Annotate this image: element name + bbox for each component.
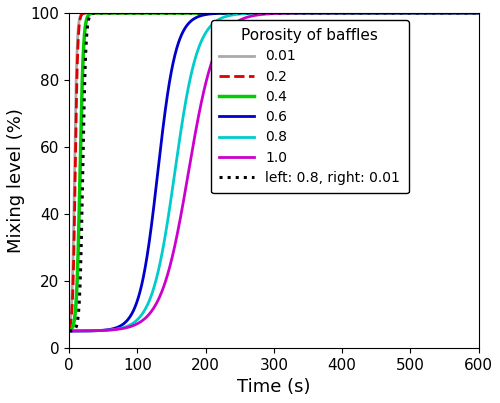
left: 0.8, right: 0.01: (0, 5.01): 0.8, right: 0.01: (0, 5.01) — [66, 328, 72, 333]
1.0 — [137, 320, 143, 324]
Line: 0.6: 0.6 — [69, 13, 478, 331]
X-axis label: Time (s): Time (s) — [237, 378, 310, 396]
Line: 1.0: 1.0 — [69, 13, 478, 331]
left: 0.8, right: 0.01: (524, 100): 0.8, right: 0.01: (524, 100) — [424, 10, 430, 15]
0.2 — [468, 10, 473, 15]
0.4 — [476, 10, 482, 15]
1.0 — [468, 10, 473, 15]
0.01 — [476, 10, 482, 15]
1.0 — [241, 16, 247, 21]
0.01 — [137, 10, 143, 15]
0.2 — [476, 10, 482, 15]
0.2 — [137, 10, 143, 15]
Line: 0.4: 0.4 — [69, 13, 478, 330]
0.6 — [66, 328, 72, 333]
0.01 — [241, 10, 247, 15]
0.6 — [223, 11, 229, 16]
0.8 — [223, 14, 229, 19]
0.4 — [468, 10, 473, 15]
0.8 — [66, 328, 72, 333]
0.6 — [476, 10, 482, 15]
0.01 — [468, 10, 473, 15]
0.01 — [223, 10, 229, 15]
left: 0.8, right: 0.01: (102, 100): 0.8, right: 0.01: (102, 100) — [136, 10, 141, 15]
0.4 — [140, 10, 146, 15]
Line: 0.8: 0.8 — [69, 13, 478, 331]
left: 0.8, right: 0.01: (600, 100): 0.8, right: 0.01: (600, 100) — [476, 10, 482, 15]
0.6 — [241, 10, 247, 15]
0.8 — [241, 11, 247, 16]
0.4 — [137, 10, 143, 15]
0.8 — [113, 327, 119, 332]
0.01 — [66, 325, 72, 330]
0.8 — [424, 10, 430, 15]
left: 0.8, right: 0.01: (230, 100): 0.8, right: 0.01: (230, 100) — [223, 10, 229, 15]
0.6 — [424, 10, 430, 15]
0.8 — [137, 314, 143, 319]
0.2 — [424, 10, 430, 15]
0.4 — [113, 10, 119, 15]
Line: 0.2: 0.2 — [69, 13, 478, 329]
left: 0.8, right: 0.01: (68.4, 100): 0.8, right: 0.01: (68.4, 100) — [113, 10, 119, 15]
0.2 — [118, 10, 124, 15]
0.01 — [117, 10, 123, 15]
0.2 — [223, 10, 229, 15]
Line: 0.01: 0.01 — [69, 13, 478, 327]
1.0 — [424, 10, 430, 15]
1.0 — [66, 328, 72, 333]
0.4 — [223, 10, 229, 15]
0.6 — [137, 289, 143, 294]
0.6 — [468, 10, 473, 15]
Legend: 0.01, 0.2, 0.4, 0.6, 0.8, 1.0, left: 0.8, right: 0.01: 0.01, 0.2, 0.4, 0.6, 0.8, 1.0, left: 0.8… — [211, 20, 408, 193]
0.2 — [113, 10, 119, 15]
0.01 — [113, 10, 119, 15]
0.8 — [476, 10, 482, 15]
0.2 — [241, 10, 247, 15]
left: 0.8, right: 0.01: (588, 100): 0.8, right: 0.01: (588, 100) — [468, 10, 473, 15]
left: 0.8, right: 0.01: (256, 100): 0.8, right: 0.01: (256, 100) — [241, 10, 247, 15]
left: 0.8, right: 0.01: (104, 100): 0.8, right: 0.01: (104, 100) — [137, 10, 143, 15]
Line: left: 0.8, right: 0.01: left: 0.8, right: 0.01 — [69, 13, 478, 331]
1.0 — [223, 29, 229, 34]
1.0 — [476, 10, 482, 15]
0.6 — [113, 326, 119, 330]
0.4 — [424, 10, 430, 15]
0.4 — [241, 10, 247, 15]
1.0 — [113, 327, 119, 332]
0.01 — [424, 10, 430, 15]
0.2 — [66, 326, 72, 331]
0.6 — [474, 10, 480, 15]
0.8 — [468, 10, 473, 15]
Y-axis label: Mixing level (%): Mixing level (%) — [7, 108, 25, 253]
0.4 — [66, 328, 72, 333]
